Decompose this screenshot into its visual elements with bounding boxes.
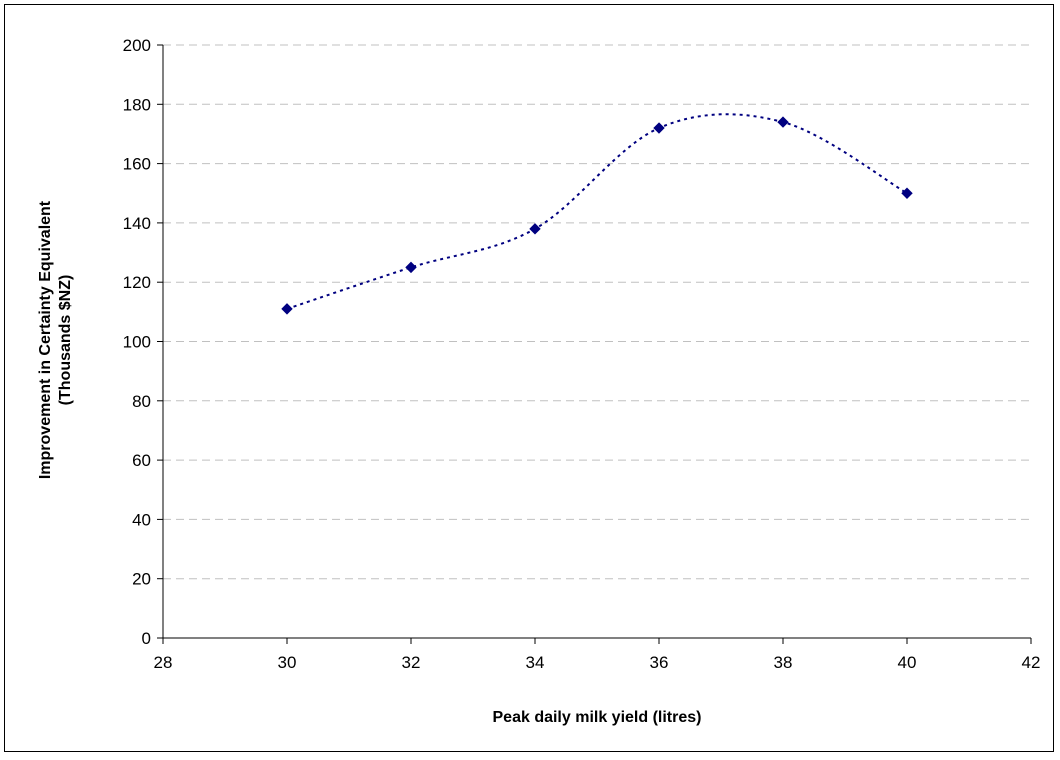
y-tick-label-1: 20 bbox=[132, 570, 151, 589]
y-tick-label-4: 80 bbox=[132, 392, 151, 411]
y-tick-label-8: 160 bbox=[123, 155, 151, 174]
gridlines bbox=[163, 44, 1031, 580]
y-tick-label-5: 100 bbox=[123, 333, 151, 352]
axes bbox=[157, 44, 1032, 644]
data-points bbox=[281, 116, 913, 315]
x-tick-label-6: 40 bbox=[898, 653, 917, 672]
y-tick-label-10: 200 bbox=[123, 36, 151, 55]
y-axis-title-line2: (Thousands $NZ) bbox=[57, 275, 74, 406]
y-tick-label-6: 120 bbox=[123, 273, 151, 292]
trendline bbox=[286, 113, 908, 310]
chart-frame bbox=[4, 4, 1054, 752]
y-tick-label-3: 60 bbox=[132, 451, 151, 470]
y-tick-labels: 0 20 40 60 80 100 120 140 160 180 200 bbox=[123, 36, 151, 648]
x-tick-label-3: 34 bbox=[526, 653, 545, 672]
x-tick-label-7: 42 bbox=[1022, 653, 1041, 672]
y-tick-label-0: 0 bbox=[142, 629, 151, 648]
x-tick-labels: 28 30 32 34 36 38 40 42 bbox=[154, 653, 1041, 672]
x-tick-label-4: 36 bbox=[650, 653, 669, 672]
y-tick-label-7: 140 bbox=[123, 214, 151, 233]
data-point-1 bbox=[405, 261, 417, 274]
x-tick-label-1: 30 bbox=[278, 653, 297, 672]
data-point-2 bbox=[529, 223, 541, 235]
data-point-0 bbox=[281, 303, 293, 315]
data-point-3 bbox=[653, 122, 665, 134]
x-tick-label-5: 38 bbox=[774, 653, 793, 672]
x-tick-label-2: 32 bbox=[402, 653, 421, 672]
y-tick-label-2: 40 bbox=[132, 510, 151, 529]
data-point-5 bbox=[901, 187, 913, 199]
data-point-4 bbox=[777, 116, 789, 128]
x-tick-label-0: 28 bbox=[154, 653, 173, 672]
y-axis-title-line1: Improvement in Certainty Equivalent bbox=[37, 200, 54, 479]
x-axis-title: Peak daily milk yield (litres) bbox=[493, 709, 702, 726]
y-tick-label-9: 180 bbox=[123, 95, 151, 114]
